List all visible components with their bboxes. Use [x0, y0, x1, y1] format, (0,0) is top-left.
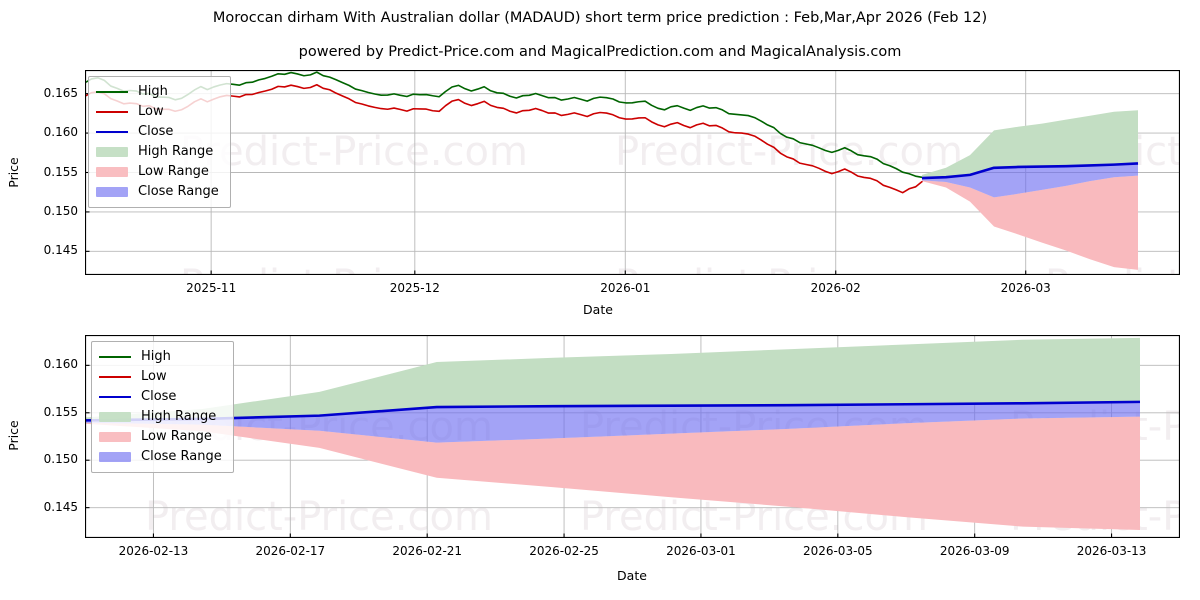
- detail-legend-swatch-line: [98, 371, 132, 383]
- svg-text:Predict-Price.com: Predict-Price.com: [615, 262, 963, 275]
- detail-y-tick-label: 0.160: [43, 357, 78, 372]
- detail-legend-label: High: [141, 349, 171, 364]
- detail-y-tick-label: 0.155: [43, 404, 78, 419]
- svg-text:Predict-Price.com: Predict-Price.com: [145, 494, 493, 538]
- detail-x-tick-label: 2026-02-17: [255, 544, 326, 558]
- overview-legend-item-low[interactable]: Low: [95, 102, 222, 122]
- overview-legend-swatch-patch: [95, 186, 129, 198]
- detail-legend-item-close[interactable]: Close: [98, 387, 225, 407]
- detail-legend-item-close-range[interactable]: Close Range: [98, 447, 225, 467]
- detail-legend-label: Close: [141, 389, 177, 404]
- overview-legend-label: Low: [138, 104, 164, 119]
- overview-x-tick-label: 2026-01: [600, 281, 651, 295]
- overview-legend-swatch-line: [95, 126, 129, 138]
- detail-legend-item-low[interactable]: Low: [98, 367, 225, 387]
- detail-legend-swatch-line: [98, 391, 132, 403]
- high-range-band: [922, 110, 1138, 179]
- overview-legend-swatch-line: [95, 106, 129, 118]
- overview-x-tick-label: 2026-03: [1000, 281, 1051, 295]
- overview-x-axis-label: Date: [583, 302, 613, 317]
- overview-legend-item-close-range[interactable]: Close Range: [95, 182, 222, 202]
- forecast-close-line: [85, 400, 1141, 422]
- overview-y-tick-label: 0.160: [43, 125, 78, 140]
- overview-legend-item-low-range[interactable]: Low Range: [95, 162, 222, 182]
- overview-legend-swatch-line: [95, 86, 129, 98]
- forecast-detail-chart-plot: Predict-Price.comPredict-Price.comPredic…: [85, 335, 1180, 538]
- overview-chart-plot: Predict-Price.com Predict-Price.com Predic…: [85, 70, 1180, 275]
- detail-x-tick-label: 2026-03-01: [666, 544, 736, 558]
- overview-y-tick-label: 0.165: [43, 85, 78, 100]
- overview-legend-swatch-patch: [95, 166, 129, 178]
- detail-y-tick-label: 0.150: [43, 452, 78, 467]
- svg-text:Predict-Price.com: Predict-Price.com: [180, 262, 528, 275]
- detail-y-tick-label: 0.145: [43, 499, 78, 514]
- overview-legend-item-high[interactable]: High: [95, 82, 222, 102]
- page-subtitle: powered by Predict-Price.com and Magical…: [298, 44, 902, 60]
- close-range-band: [85, 401, 1140, 443]
- svg-text:Predict-Price.com: Predict-Price.com: [180, 129, 528, 175]
- overview-x-tick-label: 2025-12: [389, 281, 440, 295]
- overview-legend-label: Close: [138, 124, 174, 139]
- detail-legend-swatch-patch: [98, 431, 132, 443]
- detail-y-axis-label: Price: [5, 420, 21, 451]
- detail-x-tick-label: 2026-02-25: [529, 544, 599, 558]
- axes-frame: [85, 335, 1180, 538]
- detail-x-tick-label: 2026-03-05: [802, 544, 873, 558]
- overview-x-tick-label: 2026-02: [810, 281, 861, 295]
- tick-marks: [85, 364, 1113, 538]
- overview-y-tick-label: 0.155: [43, 164, 78, 179]
- overview-legend-label: High: [138, 84, 168, 99]
- svg-text:Predict-Price.com: Predict-Price.com: [615, 129, 963, 175]
- detail-legend-swatch-patch: [98, 451, 132, 463]
- grid-lines: [85, 70, 1180, 275]
- page-title: Moroccan dirham With Australian dollar (…: [212, 10, 988, 26]
- detail-legend-swatch-patch: [98, 411, 132, 423]
- overview-legend-item-high-range[interactable]: High Range: [95, 142, 222, 162]
- detail-legend-label: High Range: [141, 409, 217, 424]
- detail-x-tick-label: 2026-02-13: [118, 544, 189, 558]
- detail-legend-item-high[interactable]: High: [98, 347, 225, 367]
- detail-legend[interactable]: High Low Close High Range Low Range Close Ran…: [91, 341, 234, 473]
- overview-legend-swatch-patch: [95, 146, 129, 158]
- detail-legend-label: Low Range: [141, 429, 212, 444]
- overview-legend-item-close[interactable]: Close: [95, 122, 222, 142]
- detail-x-tick-label: 2026-03-13: [1076, 544, 1147, 558]
- forecast-close-line: [921, 162, 1139, 180]
- close-range-band: [922, 163, 1138, 198]
- overview-legend-label: High Range: [138, 144, 214, 159]
- detail-x-tick-label: 2026-03-09: [939, 544, 1010, 558]
- detail-legend-label: Low: [141, 369, 167, 384]
- overview-x-tick-label: 2025-11: [186, 281, 237, 295]
- low-range-band: [922, 175, 1138, 270]
- detail-legend-item-high-range[interactable]: High Range: [98, 407, 225, 427]
- overview-legend[interactable]: High Low Close High Range Low Range Close Ran…: [88, 76, 231, 208]
- svg-text:Predict-Price.com: Predict-Price.com: [1045, 262, 1180, 275]
- high-range-band: [85, 337, 1140, 421]
- detail-legend-swatch-line: [98, 351, 132, 363]
- overview-legend-label: Low Range: [138, 164, 209, 179]
- detail-x-axis-label: Date: [617, 568, 647, 583]
- detail-legend-label: Close Range: [141, 449, 222, 464]
- overview-y-tick-label: 0.145: [43, 243, 78, 258]
- detail-legend-item-low-range[interactable]: Low Range: [98, 427, 225, 447]
- low-range-band: [85, 416, 1140, 530]
- overview-y-tick-label: 0.150: [43, 203, 78, 218]
- detail-x-tick-label: 2026-02-21: [392, 544, 463, 558]
- overview-legend-label: Close Range: [138, 184, 219, 199]
